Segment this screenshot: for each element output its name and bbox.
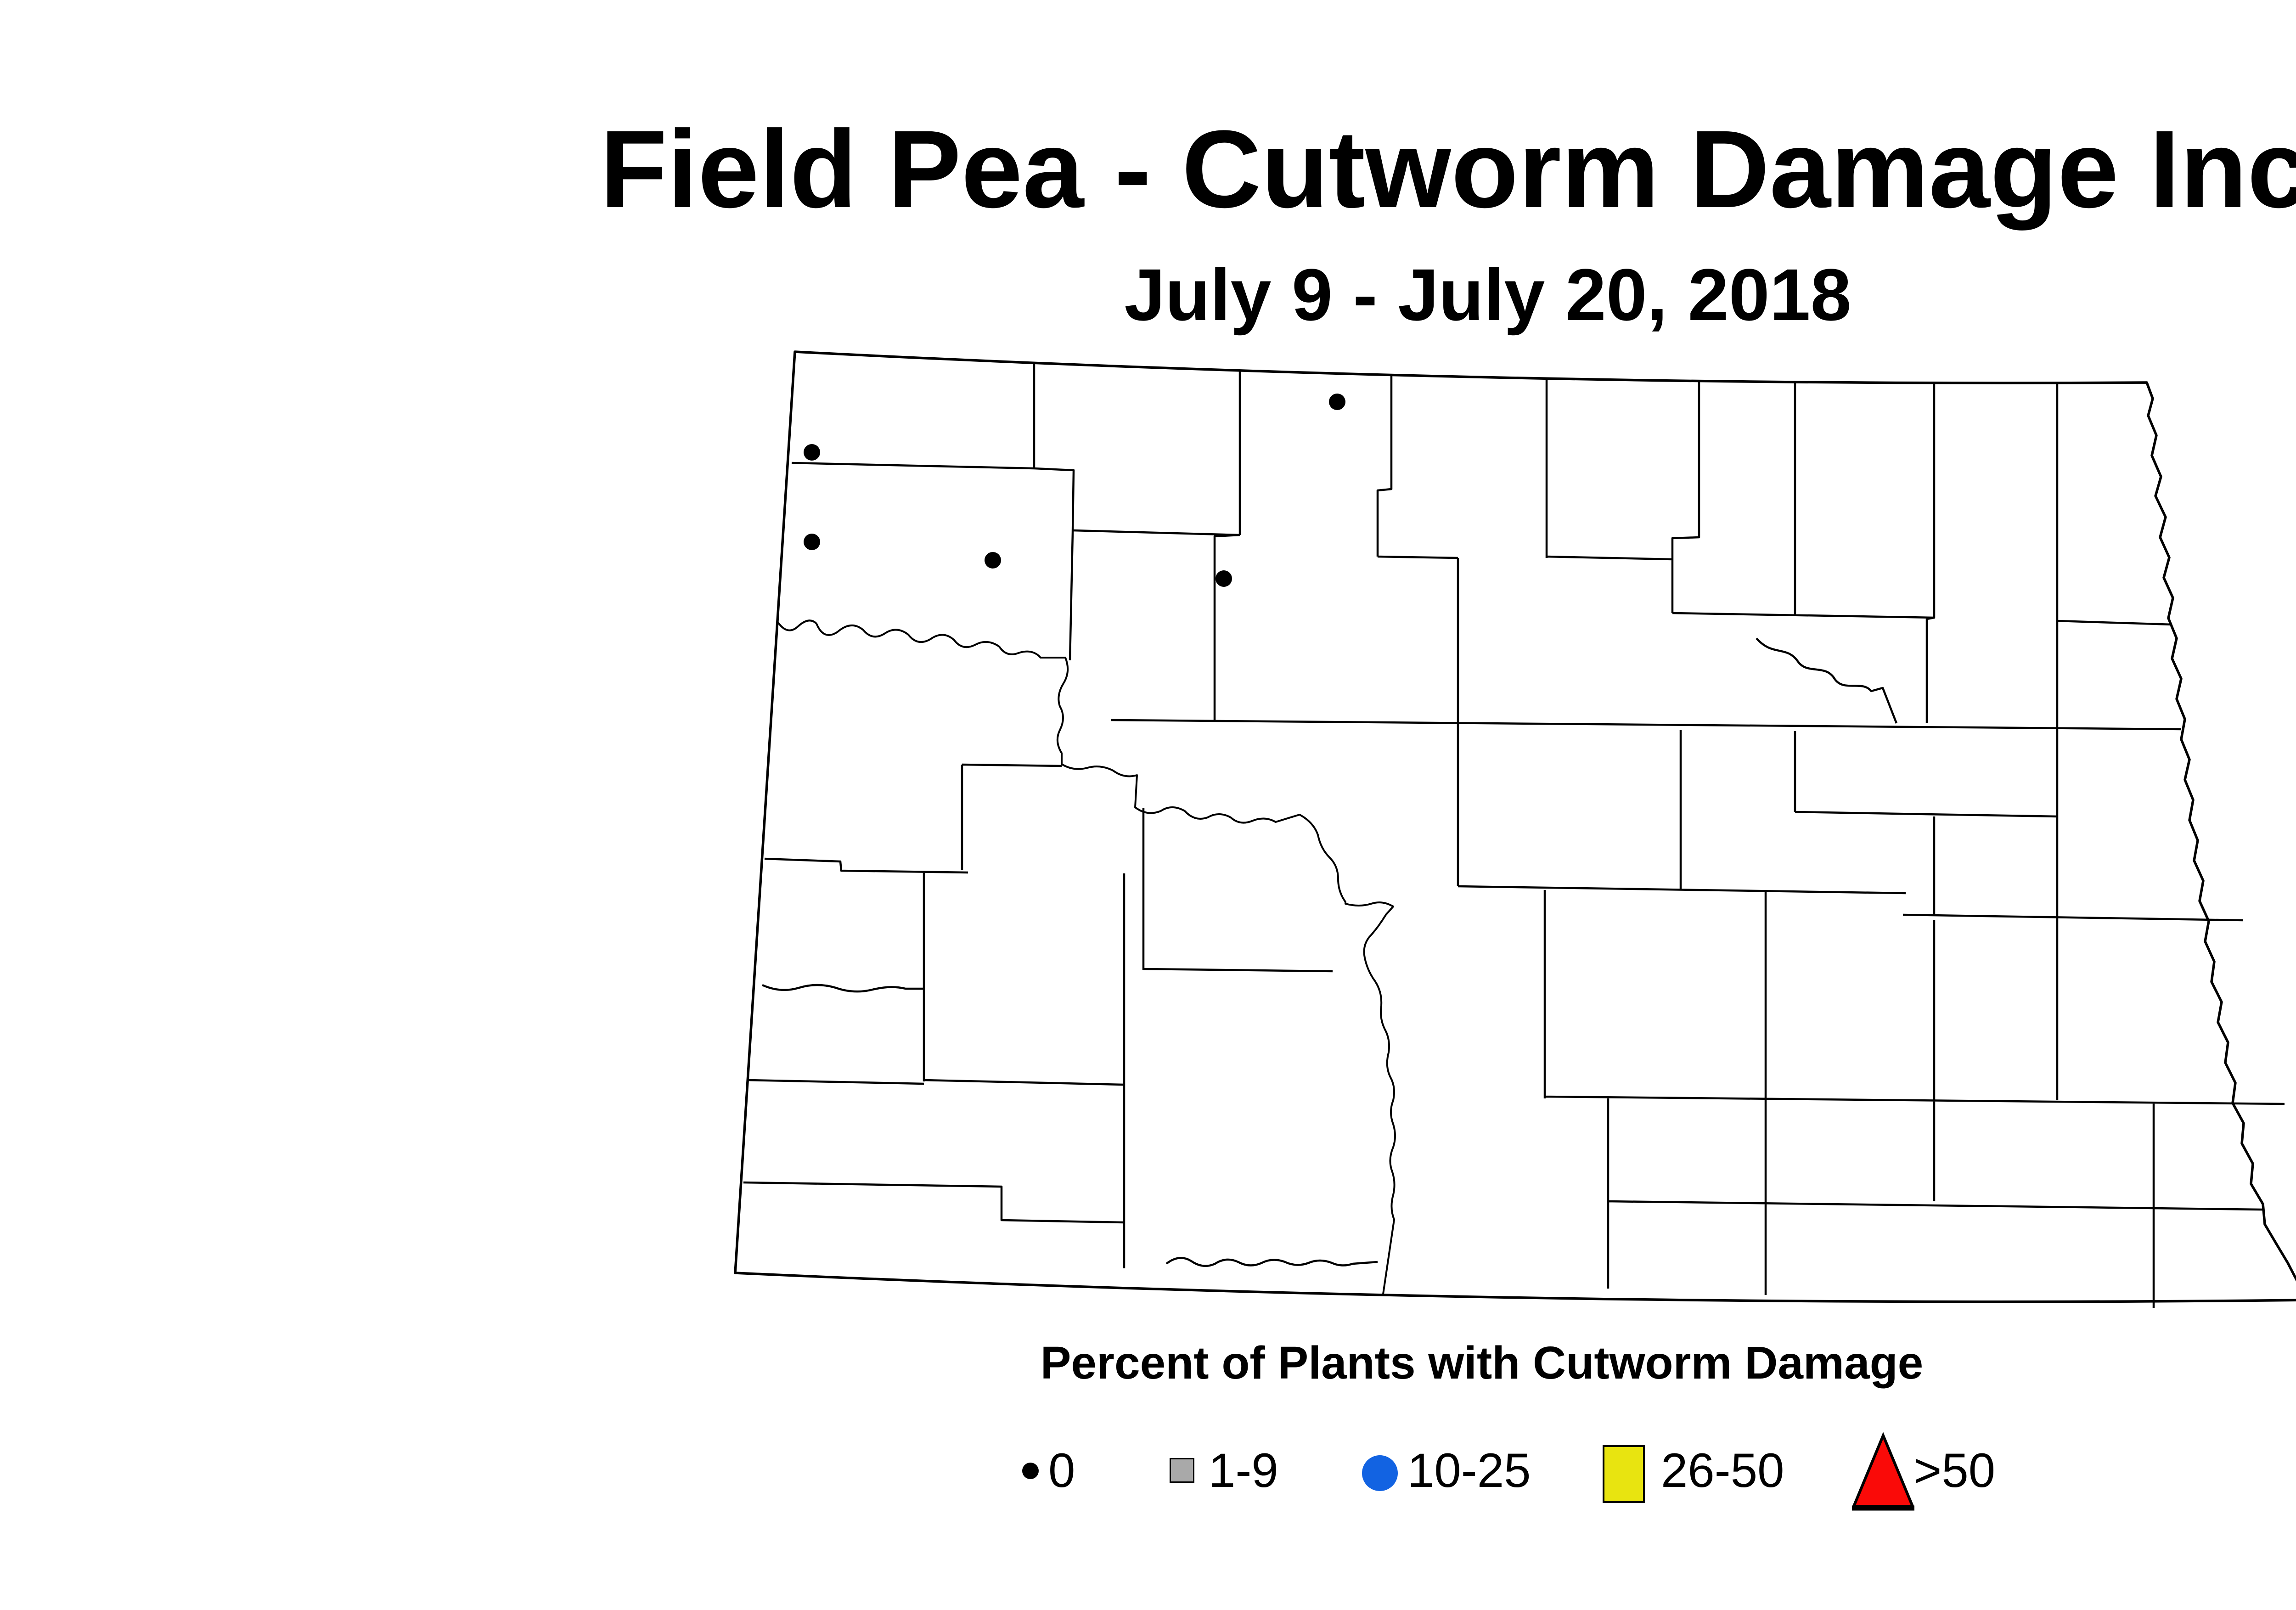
legend-yellow-square-icon [1603, 1445, 1645, 1503]
legend-label-26-50: 26-50 [1661, 1444, 1784, 1497]
legend-label-10-25: 10-25 [1407, 1444, 1531, 1497]
missouri-river-line [776, 619, 1396, 1295]
map-point [1216, 570, 1232, 587]
legend-label-gt50: >50 [1913, 1444, 1996, 1497]
map-point [1329, 394, 1345, 410]
state-outline [734, 350, 2296, 1303]
page-subtitle: July 9 - July 20, 2018 [1124, 253, 1851, 336]
legend-gray-square-icon [1170, 1458, 1194, 1483]
county-lines [743, 363, 2285, 1308]
legend-black-dot-icon [1022, 1463, 1039, 1479]
legend-label-0: 0 [1048, 1444, 1075, 1497]
map-point [985, 552, 1001, 569]
map-point [804, 444, 820, 461]
legend-red-triangle-icon [1852, 1432, 1914, 1511]
map-point [804, 534, 820, 550]
legend-title: Percent of Plants with Cutworm Damage [1040, 1337, 1924, 1389]
page-title: Field Pea - Cutworm Damage Incidence [600, 107, 2296, 231]
legend-label-1-9: 1-9 [1209, 1444, 1278, 1497]
map-points-layer [804, 394, 1345, 587]
legend-blue-circle-icon [1362, 1455, 1398, 1491]
